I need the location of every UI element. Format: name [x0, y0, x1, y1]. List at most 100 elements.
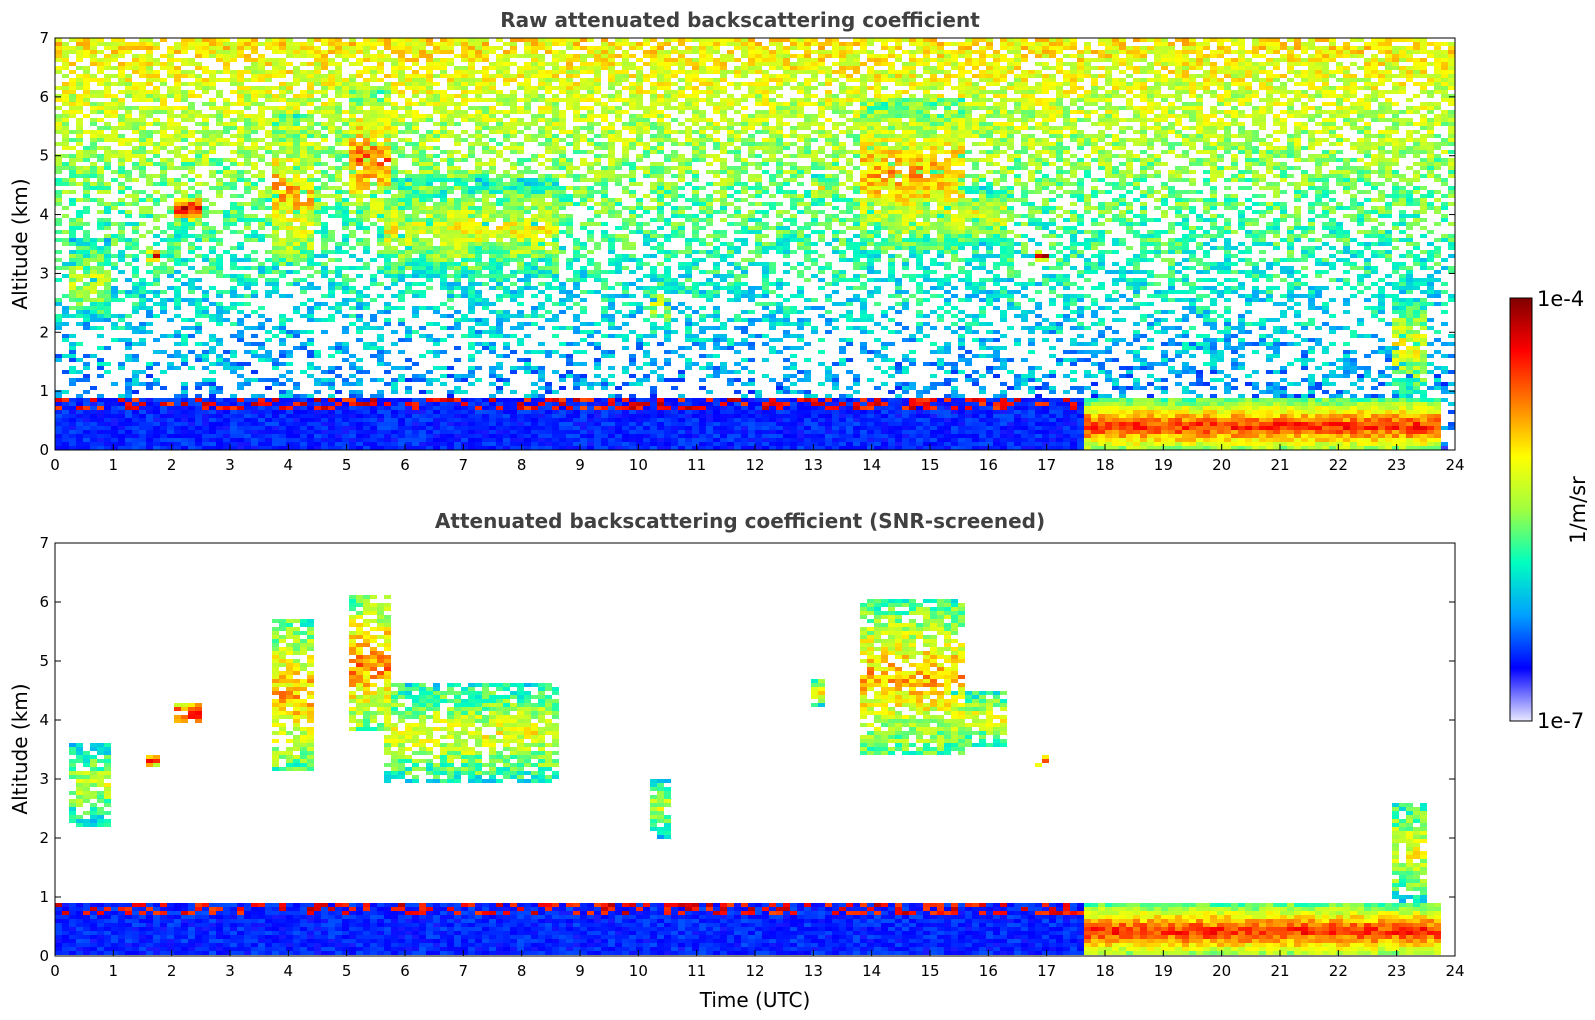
heatmap-cell	[181, 90, 188, 94]
heatmap-cell	[132, 306, 139, 310]
heatmap-cell	[342, 350, 349, 354]
heatmap-cell	[335, 102, 342, 106]
heatmap-cell	[426, 414, 433, 418]
heatmap-cell	[279, 90, 286, 94]
heatmap-cell	[300, 426, 307, 430]
heatmap-cell	[167, 362, 174, 366]
heatmap-cell	[69, 434, 76, 438]
heatmap-cell	[426, 178, 433, 182]
heatmap-cell	[174, 438, 181, 442]
heatmap-cell	[447, 406, 454, 410]
heatmap-cell	[363, 250, 370, 254]
heatmap-cell	[69, 262, 76, 266]
heatmap-cell	[307, 86, 314, 90]
heatmap-cell	[251, 350, 258, 354]
heatmap-cell	[167, 438, 174, 442]
heatmap-cell	[286, 170, 293, 174]
heatmap-cell	[517, 150, 524, 154]
heatmap-cell	[83, 66, 90, 70]
heatmap-cell	[489, 302, 496, 306]
heatmap-cell	[377, 174, 384, 178]
heatmap-cell	[524, 438, 531, 442]
heatmap-cell	[55, 278, 62, 282]
heatmap-cell	[370, 274, 377, 278]
heatmap-cell	[118, 122, 125, 126]
heatmap-cell	[251, 422, 258, 426]
heatmap-cell	[384, 230, 391, 234]
heatmap-cell	[202, 254, 209, 258]
heatmap-cell	[531, 198, 538, 202]
heatmap-cell	[482, 406, 489, 410]
heatmap-cell	[538, 58, 545, 62]
heatmap-cell	[356, 178, 363, 182]
heatmap-cell	[195, 322, 202, 326]
heatmap-cell	[216, 262, 223, 266]
heatmap-cell	[167, 334, 174, 338]
heatmap-cell	[62, 126, 69, 130]
heatmap-cell	[181, 282, 188, 286]
heatmap-cell	[440, 258, 447, 262]
heatmap-cell	[454, 386, 461, 390]
heatmap-cell	[447, 290, 454, 294]
heatmap-cell	[216, 118, 223, 122]
heatmap-cell	[258, 434, 265, 438]
heatmap-cell	[426, 218, 433, 222]
heatmap-cell	[517, 294, 524, 298]
heatmap-cell	[419, 422, 426, 426]
heatmap-cell	[342, 42, 349, 46]
heatmap-cell	[342, 190, 349, 194]
heatmap-cell	[531, 186, 538, 190]
heatmap-cell	[216, 162, 223, 166]
heatmap-cell	[223, 318, 230, 322]
heatmap-cell	[475, 182, 482, 186]
heatmap-cell	[335, 134, 342, 138]
heatmap-cell	[153, 174, 160, 178]
heatmap-cell	[279, 122, 286, 126]
heatmap-cell	[111, 42, 118, 46]
heatmap-cell	[482, 238, 489, 242]
heatmap-cell	[377, 358, 384, 362]
heatmap-cell	[167, 446, 174, 450]
heatmap-cell	[188, 214, 195, 218]
heatmap-cell	[230, 410, 237, 414]
heatmap-cell	[342, 378, 349, 382]
heatmap-cell	[356, 314, 363, 318]
heatmap-cell	[412, 122, 419, 126]
heatmap-cell	[405, 154, 412, 158]
heatmap-cell	[517, 202, 524, 206]
heatmap-cell	[132, 422, 139, 426]
heatmap-cell	[97, 306, 104, 310]
heatmap-cell	[209, 102, 216, 106]
heatmap-cell	[468, 266, 475, 270]
heatmap-cell	[251, 58, 258, 62]
heatmap-cell	[447, 226, 454, 230]
heatmap-cell	[440, 94, 447, 98]
heatmap-cell	[489, 66, 496, 70]
heatmap-cell	[314, 398, 321, 402]
heatmap-cell	[132, 254, 139, 258]
heatmap-cell	[503, 102, 510, 106]
heatmap-cell	[125, 410, 132, 414]
heatmap-cell	[286, 254, 293, 258]
heatmap-cell	[90, 398, 97, 402]
heatmap-cell	[524, 182, 531, 186]
heatmap-cell	[517, 190, 524, 194]
heatmap-cell	[545, 134, 552, 138]
heatmap-cell	[419, 390, 426, 394]
heatmap-cell	[489, 118, 496, 122]
heatmap-cell	[293, 146, 300, 150]
heatmap-cell	[230, 354, 237, 358]
heatmap-cell	[146, 306, 153, 310]
heatmap-cell	[104, 286, 111, 290]
heatmap-cell	[104, 318, 111, 322]
heatmap-cell	[412, 446, 419, 450]
heatmap-cell	[188, 258, 195, 262]
heatmap-cell	[97, 406, 104, 410]
heatmap-cell	[321, 318, 328, 322]
heatmap-cell	[426, 270, 433, 274]
heatmap-cell	[391, 74, 398, 78]
heatmap-cell	[174, 222, 181, 226]
heatmap-cell	[482, 426, 489, 430]
heatmap-cell	[223, 358, 230, 362]
heatmap-cell	[69, 202, 76, 206]
